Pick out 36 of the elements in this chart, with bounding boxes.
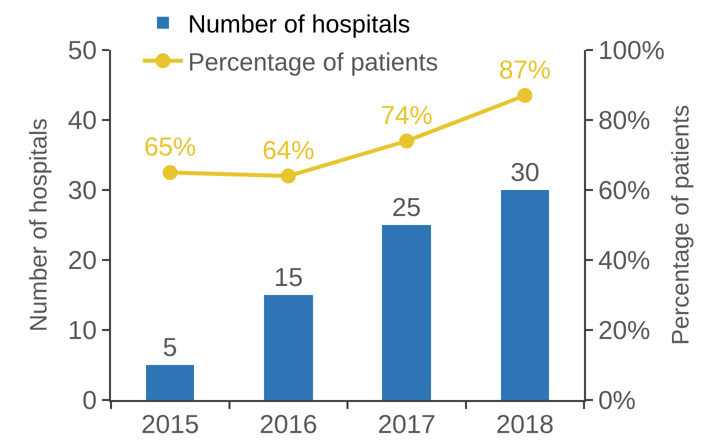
data-label: 30 [510, 157, 540, 187]
data-label: 15 [274, 262, 303, 292]
point [517, 88, 532, 103]
point [280, 168, 296, 184]
y-tick-label: 20 [68, 245, 97, 276]
y2-tick-label: 0% [598, 385, 636, 416]
bar [382, 225, 431, 400]
y-tick-label: 30 [68, 175, 97, 206]
data-label: 74% [380, 100, 433, 130]
data-label: 87% [498, 54, 551, 85]
x-tick-label: 2015 [141, 409, 200, 440]
legend-label: Number of hospitals [188, 10, 410, 38]
y2-tick-label: 20% [598, 315, 650, 346]
point [399, 134, 414, 148]
y-tick-label: 10 [68, 315, 97, 346]
legend-label: Percentage of patients [188, 48, 438, 76]
y-tick-label: 0 [82, 385, 97, 416]
x-tick-label: 2016 [259, 409, 318, 440]
data-label: 65% [144, 132, 196, 162]
y2-tick-label: 100% [598, 35, 665, 66]
x-tick-label: 2018 [496, 409, 554, 440]
y2-axis-title: Percentage of patients [668, 104, 694, 346]
x-tick-label: 2017 [378, 409, 436, 440]
data-label: 5 [162, 332, 178, 362]
y2-tick-label: 60% [598, 175, 650, 206]
bar [501, 190, 549, 400]
y2-tick-label: 80% [598, 105, 650, 136]
point [162, 165, 178, 180]
y-tick-label: 50 [68, 35, 97, 66]
data-label: 25 [392, 192, 421, 222]
bar [264, 295, 313, 400]
y-axis-title: Number of hospitals [25, 118, 52, 332]
y2-tick-label: 40% [598, 245, 650, 276]
data-label: 64% [262, 135, 314, 166]
y-tick-label: 40 [68, 105, 97, 136]
bar [146, 365, 194, 400]
